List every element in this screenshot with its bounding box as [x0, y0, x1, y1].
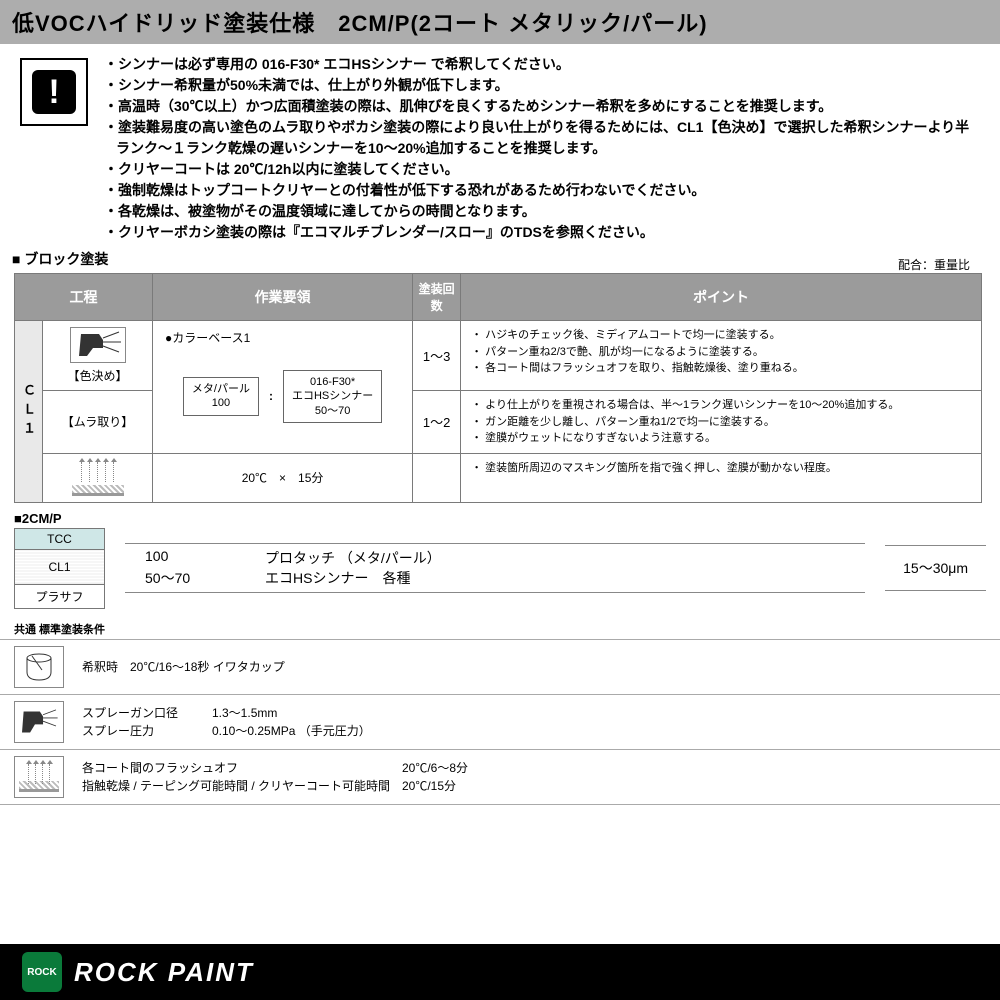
points-1: ・ ハジキのチェック後、ミディアムコートで均一に塗装する。 ・ パターン重ね2/… — [461, 321, 982, 391]
work-cell-1: ●カラーベース1 メタ/パール 100 : 016-F30* エコHSシンナー … — [153, 321, 413, 454]
cup-icon — [14, 646, 64, 688]
work-dry: 20℃ × 15分 — [153, 453, 413, 502]
mix-colon: : — [269, 389, 273, 403]
warning-icon: ! — [20, 58, 88, 126]
layer-tcc: TCC — [15, 528, 105, 549]
cond-spray: スプレーガン口径1.3～1.5mm スプレー圧力0.10～0.25MPa （手元… — [0, 694, 1000, 749]
note-item: ・高温時（30℃以上）かつ広面積塗装の際は、肌伸びを良くするためシンナー希釈を多… — [104, 96, 980, 117]
notes-list: ・シンナーは必ず専用の 016-F30* エコHSシンナー で希釈してください。… — [104, 54, 980, 243]
count-2: 1～2 — [413, 391, 461, 454]
th-process: 工程 — [15, 274, 153, 321]
note-item: ・塗装難易度の高い塗色のムラ取りやボカシ塗装の際により良い仕上がりを得るためには… — [104, 117, 980, 159]
footer-brand: ROCK PAINT — [74, 957, 254, 988]
proc-dry — [43, 453, 153, 502]
th-count: 塗装回数 — [413, 274, 461, 321]
film-thickness: 15～30μm — [885, 545, 986, 591]
count-1: 1～3 — [413, 321, 461, 391]
cl1-label: ＣＬ１ — [15, 321, 43, 503]
mix-box-b: 016-F30* エコHSシンナー 50～70 — [283, 370, 382, 423]
product-lines: 100プロタッチ （メタ/パール） 50～70エコHSシンナー 各種 — [125, 543, 865, 593]
spray-gun-icon — [14, 701, 64, 743]
note-item: ・シンナー希釈量が50%未満では、仕上がり外観が低下します。 — [104, 75, 980, 96]
work-title: ●カラーベース1 — [165, 329, 400, 346]
footer: ROCK ROCK PAINT — [0, 944, 1000, 1000]
mix-ratio-boxes: メタ/パール 100 : 016-F30* エコHSシンナー 50～70 — [165, 370, 400, 423]
rock-logo-icon: ROCK — [22, 952, 62, 992]
mix-box-a: メタ/パール 100 — [183, 377, 259, 416]
count-3 — [413, 453, 461, 502]
note-item: ・強制乾燥はトップコートクリヤーとの付着性が低下する恐れがあるため行わないでくだ… — [104, 180, 980, 201]
spray-gun-icon — [70, 327, 126, 363]
sub-heading: ■2CM/P — [0, 503, 1000, 526]
layer-primer: プラサフ — [15, 584, 105, 608]
th-work: 作業要領 — [153, 274, 413, 321]
block-heading: ■ ブロック塗装 — [0, 247, 108, 273]
notes-section: ! ・シンナーは必ず専用の 016-F30* エコHSシンナー で希釈してくださ… — [0, 44, 1000, 247]
note-item: ・クリヤーコートは 20℃/12h以内に塗装してください。 — [104, 159, 980, 180]
note-item: ・各乾燥は、被塗物がその温度領域に達してからの時間となります。 — [104, 201, 980, 222]
dry-icon — [14, 756, 64, 798]
note-item: ・クリヤーボカシ塗装の際は『エコマルチブレンダー/スロー』のTDSを参照ください… — [104, 222, 980, 243]
layer-stack: TCC CL1 プラサフ — [14, 528, 105, 609]
layer-stack-row: TCC CL1 プラサフ 100プロタッチ （メタ/パール） 50～70エコHS… — [0, 526, 1000, 615]
th-point: ポイント — [461, 274, 982, 321]
page-title: 低VOCハイドリッド塗装仕様 2CM/P(2コート メタリック/パール) — [0, 0, 1000, 44]
dry-icon — [72, 460, 124, 496]
cond-viscosity: 希釈時 20℃/16～18秒 イワタカップ — [0, 639, 1000, 694]
process-table: 工程 作業要領 塗装回数 ポイント ＣＬ１ 【色決め】 ●カラーベース1 メタ/… — [14, 273, 982, 503]
points-2: ・ より仕上がりを重視される場合は、半～1ランク遅いシンナーを10～20%追加す… — [461, 391, 982, 454]
proc-color-decide: 【色決め】 — [43, 321, 153, 391]
cond-flashoff: 各コート間のフラッシュオフ20℃/6～8分 指触乾燥 / テーピング可能時間 /… — [0, 749, 1000, 805]
mix-ratio-note: 配合：重量比 — [898, 256, 1000, 273]
layer-cl1: CL1 — [15, 549, 105, 584]
conditions-heading: 共通 標準塗装条件 — [0, 615, 1000, 639]
proc-mura: 【ムラ取り】 — [43, 391, 153, 454]
note-item: ・シンナーは必ず専用の 016-F30* エコHSシンナー で希釈してください。 — [104, 54, 980, 75]
points-3: ・ 塗装箇所周辺のマスキング箇所を指で強く押し、塗膜が動かない程度。 — [461, 453, 982, 502]
